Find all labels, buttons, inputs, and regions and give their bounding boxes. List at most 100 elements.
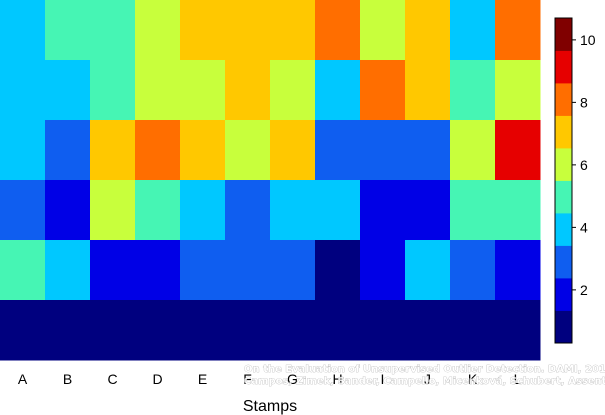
colorbar-tick-label: 4	[580, 219, 588, 235]
heatmap-cell	[225, 0, 271, 61]
colorbar-swatch	[555, 83, 572, 116]
heatmap-cell	[495, 300, 541, 361]
heatmap-cell	[90, 240, 136, 301]
colorbar-swatch	[555, 278, 572, 311]
heatmap-cell	[315, 240, 361, 301]
heatmap-cell	[180, 60, 226, 121]
heatmap-cell	[315, 180, 361, 241]
heatmap-cell	[450, 240, 496, 301]
heatmap-cell	[225, 180, 271, 241]
heatmap-cell	[180, 240, 226, 301]
heatmap-cell	[225, 240, 271, 301]
colorbar-swatch	[555, 213, 572, 246]
heatmap-cell	[495, 240, 541, 301]
heatmap-cell	[360, 180, 406, 241]
x-tick-labels: A B C D E F G H I J K L	[18, 371, 522, 387]
heatmap-cell	[90, 180, 136, 241]
heatmap-cell	[495, 0, 541, 61]
heatmap-cell	[0, 120, 46, 181]
heatmap-cell	[135, 0, 181, 61]
heatmap-cell	[450, 120, 496, 181]
heatmap-cell	[180, 0, 226, 61]
heatmap-cell	[45, 300, 91, 361]
colorbar-tick-label: 10	[580, 32, 596, 48]
heatmap-cells	[0, 0, 541, 361]
heatmap-cell	[135, 300, 181, 361]
colorbar-swatch	[555, 18, 572, 51]
heatmap-cell	[180, 180, 226, 241]
x-tick-label: G	[287, 371, 298, 387]
heatmap-cell	[405, 240, 451, 301]
heatmap-cell	[225, 120, 271, 181]
heatmap-cell	[180, 120, 226, 181]
heatmap-cell	[450, 60, 496, 121]
heatmap-cell	[0, 60, 46, 121]
x-tick-label: B	[63, 371, 72, 387]
heatmap-cell	[450, 300, 496, 361]
heatmap-cell	[45, 240, 91, 301]
heatmap-cell	[450, 0, 496, 61]
heatmap-cell	[90, 300, 136, 361]
x-tick-label: J	[424, 371, 431, 387]
heatmap-cell	[405, 180, 451, 241]
x-tick-label: H	[332, 371, 342, 387]
x-tick-label: C	[107, 371, 117, 387]
heatmap-cell	[45, 0, 91, 61]
x-tick-label: A	[18, 371, 28, 387]
heatmap-cell	[45, 60, 91, 121]
heatmap-cell	[270, 240, 316, 301]
heatmap-cell	[0, 300, 46, 361]
x-tick-label: F	[243, 371, 252, 387]
heatmap-cell	[360, 0, 406, 61]
heatmap-cell	[495, 60, 541, 121]
heatmap-cell	[135, 180, 181, 241]
heatmap-cell	[0, 180, 46, 241]
colorbar-swatch	[555, 148, 572, 181]
x-tick-label: E	[198, 371, 207, 387]
colorbar	[554, 17, 573, 344]
heatmap-cell	[405, 300, 451, 361]
heatmap-cell	[315, 300, 361, 361]
heatmap-cell	[270, 180, 316, 241]
colorbar-tick-label: 6	[580, 157, 588, 173]
heatmap-cell	[360, 300, 406, 361]
heatmap-cell	[45, 180, 91, 241]
heatmap-cell	[90, 120, 136, 181]
x-tick-label: K	[468, 371, 478, 387]
heatmap-cell	[270, 300, 316, 361]
heatmap-cell	[270, 0, 316, 61]
heatmap-cell	[315, 60, 361, 121]
heatmap-cell	[225, 60, 271, 121]
colorbar-swatch	[555, 115, 572, 149]
heatmap-cell	[135, 60, 181, 121]
heatmap-cell	[90, 60, 136, 121]
heatmap-cell	[135, 240, 181, 301]
x-axis-title: Stamps	[243, 398, 297, 415]
colorbar-swatch	[555, 180, 572, 214]
heatmap-cell	[495, 180, 541, 241]
heatmap-cell	[405, 0, 451, 61]
colorbar-tick-label: 8	[580, 94, 588, 110]
colorbar-tick-label: 2	[580, 282, 588, 298]
heatmap-cell	[360, 240, 406, 301]
heatmap-cell	[360, 60, 406, 121]
colorbar-swatch	[555, 245, 572, 279]
heatmap-cell	[90, 0, 136, 61]
heatmap-cell	[0, 240, 46, 301]
heatmap-cell	[270, 60, 316, 121]
colorbar-border	[554, 17, 573, 344]
heatmap-cell	[0, 0, 46, 61]
heatmap-cell	[405, 120, 451, 181]
colorbar-swatch	[555, 310, 572, 344]
heatmap-cell	[135, 120, 181, 181]
heatmap-cell	[450, 180, 496, 241]
credit-line-1: On the Evaluation of Unsupervised Outlie…	[244, 364, 605, 375]
colorbar-tick-labels: 2 4 6 8 10	[572, 32, 596, 298]
heatmap-cell	[495, 120, 541, 181]
heatmap-cell	[315, 120, 361, 181]
heatmap-cell	[360, 120, 406, 181]
heatmap-cell	[45, 120, 91, 181]
heatmap-cell	[225, 300, 271, 361]
x-tick-label: L	[514, 371, 522, 387]
